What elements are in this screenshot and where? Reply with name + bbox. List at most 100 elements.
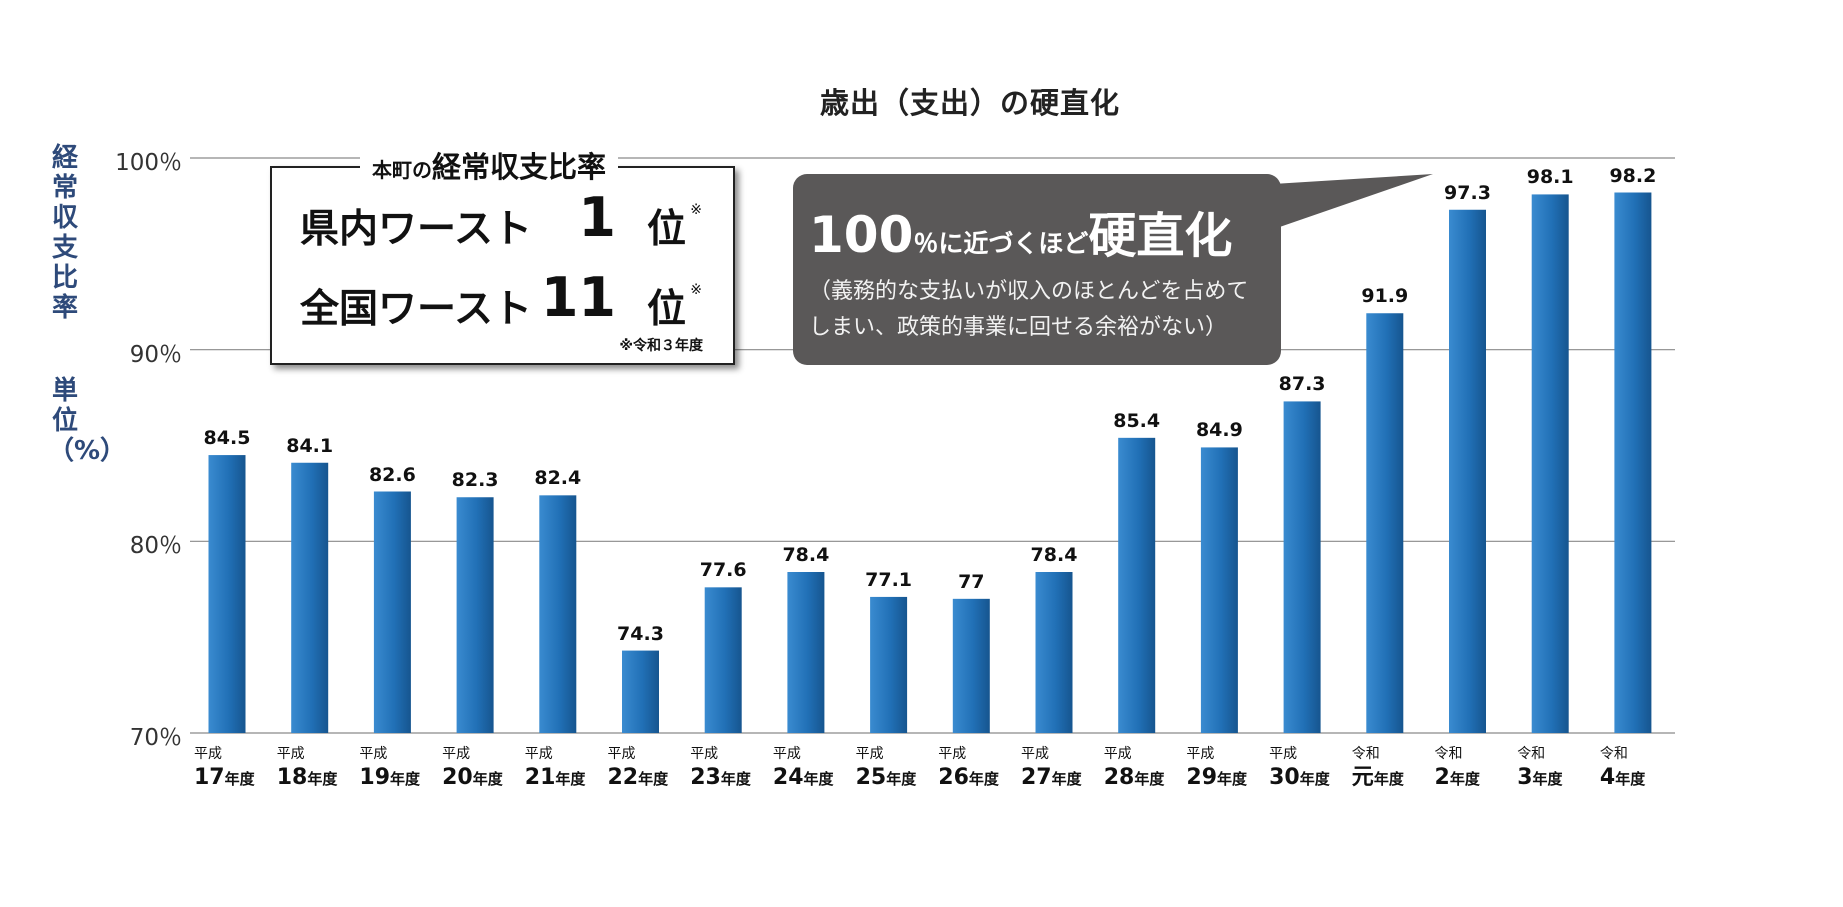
bar: [622, 650, 659, 733]
x-tick-year-number: 24: [772, 765, 804, 790]
x-tick-year-number: 28: [1103, 765, 1135, 790]
y-tick-label: 90％: [129, 341, 182, 368]
x-tick-year-suffix: 年度: [886, 770, 917, 788]
x-tick-era: 平成: [772, 746, 801, 762]
x-tick-era: 平成: [442, 746, 471, 762]
x-tick-era: 平成: [607, 746, 636, 762]
prefecture-rank-label: 県内ワースト: [300, 207, 533, 252]
bar-value-label: 98.2: [1609, 164, 1657, 187]
y-axis-label: 経常収支比率: [51, 143, 78, 323]
bar-value-label: 82.4: [534, 467, 582, 490]
bar-value-label: 77.6: [699, 559, 747, 582]
ratio-box-title-big: 経常収支比率: [432, 150, 607, 184]
x-tick-era: 令和: [1351, 746, 1380, 762]
x-tick-label: 令和 4年度: [1600, 745, 1682, 794]
x-tick-year-suffix: 年度: [638, 770, 669, 788]
y-tick-label: 70％: [129, 725, 182, 751]
x-tick-year: 19年度: [359, 763, 441, 794]
x-tick-year-suffix: 年度: [472, 770, 503, 788]
bar: [1614, 192, 1652, 733]
x-tick-label: 平成 29年度: [1186, 745, 1268, 794]
x-tick-year-suffix: 年度: [1373, 770, 1404, 788]
national-rank-unit: 位: [646, 287, 686, 332]
bar-value-label: 77.1: [865, 568, 913, 591]
callout-explanation: （義務的な支払いが収入のほとんどを占めてしまい、政策的事業に回せる余裕がない）: [809, 279, 1249, 340]
x-tick-year: 27年度: [1021, 763, 1103, 794]
x-tick-year-suffix: 年度: [390, 770, 421, 788]
bar: [1035, 572, 1073, 733]
x-tick-era: 平成: [1021, 746, 1049, 762]
x-tick-era: 平成: [938, 746, 967, 762]
x-tick-year: 2年度: [1435, 763, 1517, 794]
ratio-box-title-small: 本町の: [372, 158, 432, 182]
bar-value-label: 91.9: [1361, 285, 1409, 308]
x-tick-year: 26年度: [938, 763, 1020, 794]
x-tick-year: 元年度: [1352, 763, 1434, 794]
x-tick-year-number: 23: [690, 765, 721, 790]
x-tick-label: 平成 20年度: [442, 745, 524, 794]
ratio-footnote: ※令和３年度: [619, 338, 703, 354]
x-tick-year-number: 22: [607, 765, 639, 790]
national-rank-label: 全国ワースト: [300, 287, 533, 332]
bar: [456, 497, 494, 733]
bar-value-label: 85.4: [1113, 409, 1161, 432]
callout-strong-text: 硬直化: [1088, 208, 1233, 264]
bar: [373, 491, 411, 733]
bar: [539, 495, 577, 733]
prefecture-rank-mark: ※: [690, 202, 702, 218]
bar: [870, 596, 908, 733]
chart-title: 歳出（支出）の硬直化: [819, 86, 1120, 120]
x-tick-year-number: 2: [1434, 765, 1450, 790]
x-tick-year-suffix: 年度: [1051, 770, 1082, 788]
x-tick-era: 平成: [194, 746, 222, 762]
x-tick-year-number: 29: [1186, 765, 1218, 790]
x-tick-label: 平成 21年度: [525, 745, 607, 794]
x-tick-label: 平成 18年度: [277, 745, 359, 794]
bar-value-label: 84.9: [1195, 419, 1243, 442]
x-tick-year-number: 27: [1021, 765, 1052, 790]
bar-value-label: 74.3: [617, 622, 664, 645]
ratio-box-title: 本町の経常収支比率: [360, 144, 619, 186]
prefecture-rank-row: 県内ワースト 1 位 ※: [300, 186, 720, 252]
bar-value-label: 98.1: [1526, 166, 1574, 189]
bar: [704, 587, 742, 733]
bar-value-label: 78.4: [1030, 544, 1078, 566]
x-tick-year-suffix: 年度: [1532, 770, 1563, 788]
prefecture-rank-number: 1: [578, 186, 616, 249]
x-tick-year-suffix: 年度: [307, 770, 338, 788]
x-tick-label: 平成 25年度: [856, 745, 938, 794]
x-tick-year-suffix: 年度: [1134, 770, 1165, 788]
x-tick-label: 平成 19年度: [359, 745, 441, 794]
x-tick-era: 平成: [855, 746, 884, 762]
x-tick-label: 令和 3年度: [1517, 745, 1599, 794]
x-tick-year-number: 3: [1517, 765, 1533, 790]
national-rank-number: 11: [540, 266, 616, 329]
x-tick-era: 平成: [1186, 746, 1215, 762]
x-tick-year: 22年度: [608, 763, 690, 794]
x-tick-label: 平成 17年度: [194, 745, 276, 794]
bar: [1531, 194, 1569, 733]
callout-tail-shape: [1271, 174, 1433, 230]
bars: [208, 192, 1652, 733]
x-tick-year: 4年度: [1600, 763, 1682, 794]
x-tick-label: 平成 24年度: [773, 745, 855, 794]
bar-value-label: 82.6: [368, 463, 416, 486]
x-tick-year-number: 26: [938, 765, 969, 790]
x-tick-year-number: 4: [1599, 765, 1616, 790]
x-tick-year-suffix: 年度: [1299, 770, 1330, 788]
x-tick-label: 平成 23年度: [690, 745, 772, 794]
x-tick-era: 令和: [1434, 746, 1463, 762]
bar-value-label: 77: [958, 570, 985, 593]
x-tick-era: 平成: [690, 746, 719, 762]
y-tick-label: 100％: [115, 150, 182, 176]
callout-number: 100: [809, 206, 914, 264]
x-tick-year: 21年度: [525, 763, 607, 794]
x-tick-era: 令和: [1517, 746, 1546, 762]
ratio-rank-box: 本町の経常収支比率 県内ワースト 1 位 ※ 全国ワースト 11 位 ※ ※令和…: [270, 144, 735, 365]
x-tick-year-number: 元: [1351, 765, 1374, 790]
x-tick-era: 平成: [524, 746, 553, 762]
bar: [1118, 437, 1156, 733]
x-tick-year-suffix: 年度: [1217, 770, 1248, 788]
bar-value-label: 84.5: [203, 427, 251, 450]
